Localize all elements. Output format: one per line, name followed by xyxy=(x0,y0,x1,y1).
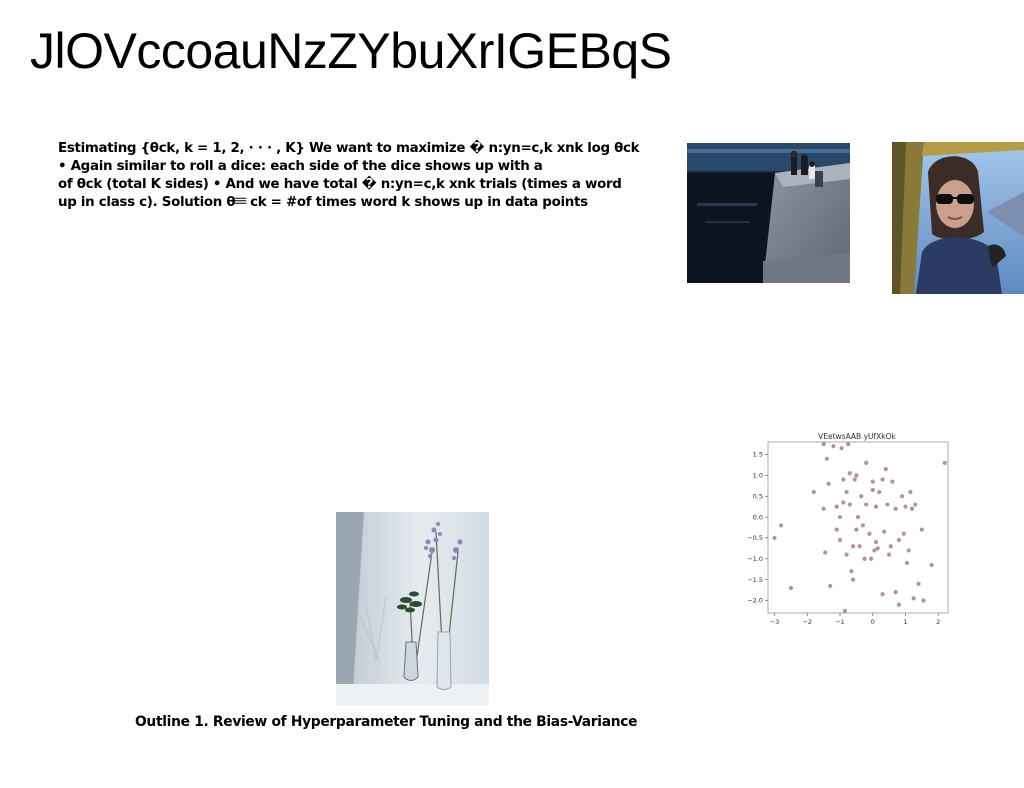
scatter-point xyxy=(870,479,875,484)
x-tick-label: −2 xyxy=(802,618,812,626)
scatter-point xyxy=(821,506,826,511)
scatter-point xyxy=(911,596,916,601)
scatter-point xyxy=(859,494,864,499)
y-tick-label: 1.5 xyxy=(753,451,763,459)
x-tick-label: 2 xyxy=(936,618,940,626)
car-window-photo xyxy=(892,142,1024,294)
scatter-point xyxy=(901,531,906,536)
scatter-point xyxy=(870,487,875,493)
body-line: • Again similar to roll a dice: each sid… xyxy=(58,159,543,174)
scatter-point xyxy=(873,504,879,509)
scatter-point xyxy=(868,556,874,561)
chart-title: VEetwsAAB yUfXkOk xyxy=(818,432,896,441)
scatter-point xyxy=(886,552,892,557)
scatter-point xyxy=(888,544,893,549)
scatter-point xyxy=(844,552,849,557)
y-tick-label: −0.5 xyxy=(747,534,763,542)
scatter-point xyxy=(862,556,867,561)
y-tick-label: 1.0 xyxy=(753,472,763,480)
x-tick-label: −3 xyxy=(770,618,780,626)
y-tick-label: −2.0 xyxy=(747,597,763,605)
scatter-point xyxy=(904,560,910,566)
scatter-point xyxy=(867,531,872,536)
slide-title: JlOVccoauNzZYbuXrIGEBqS xyxy=(30,23,672,79)
scatter-point xyxy=(854,527,859,532)
scatter-point xyxy=(916,581,921,586)
y-tick-label: 0.0 xyxy=(753,513,763,521)
flower-vase-photo xyxy=(336,512,489,706)
scatter-point xyxy=(942,460,947,465)
scatter-point xyxy=(880,592,885,597)
scatter-point xyxy=(839,446,844,451)
scatter-point xyxy=(921,598,926,603)
scatter-point xyxy=(885,502,890,507)
scatter-point xyxy=(847,471,852,476)
body-line: Estimating {θck, k = 1, 2, · · · , K} We… xyxy=(58,141,640,156)
scatter-point xyxy=(864,460,869,465)
scatter-point xyxy=(903,504,908,509)
scatter-point xyxy=(778,523,784,528)
plot-frame xyxy=(767,441,949,614)
scatter-point xyxy=(913,502,918,507)
scatter-point xyxy=(850,577,856,582)
scatter-point xyxy=(844,489,849,495)
scatter-point xyxy=(896,602,902,607)
y-tick-label: 0.5 xyxy=(753,492,763,500)
scatter-point xyxy=(834,504,839,509)
scatter-point xyxy=(872,548,877,553)
scatter-point xyxy=(908,489,913,495)
body-line: of θck (total K sides) • And we have tot… xyxy=(58,177,622,192)
scatter-point xyxy=(837,514,843,520)
scatter-point xyxy=(880,477,885,482)
scatter-point xyxy=(873,539,879,545)
scatter-point xyxy=(850,544,856,549)
scatter-point xyxy=(847,502,852,507)
scatter-point xyxy=(854,473,859,478)
scatter-point xyxy=(826,481,831,486)
scatter-point xyxy=(821,441,826,447)
scatter-point xyxy=(919,527,924,532)
scatter-point xyxy=(893,506,898,511)
x-tick-label: 0 xyxy=(871,618,875,626)
scatter-point xyxy=(909,506,915,511)
scatter-point xyxy=(855,514,861,520)
slide-caption: Outline 1. Review of Hyperparameter Tuni… xyxy=(135,714,638,730)
scatter-point xyxy=(841,500,846,505)
scatter-point xyxy=(857,544,862,549)
scatter-point xyxy=(823,550,828,555)
scatter-chart: VEetwsAAB yUfXkOk −3 −2 −1 0 1 2 1.5 1.0 0.5 0.0 −… xyxy=(740,428,960,628)
scatter-point xyxy=(824,456,830,461)
scatter-point xyxy=(831,444,836,449)
x-tick-label: 1 xyxy=(903,618,907,626)
y-tick-label: −1.0 xyxy=(747,555,763,563)
scatter-point xyxy=(890,479,895,484)
scatter-point xyxy=(842,608,848,614)
scatter-point xyxy=(811,489,816,495)
scatter-point xyxy=(906,548,911,553)
scatter-point xyxy=(846,441,851,447)
scatter-point xyxy=(849,569,854,574)
y-tick-label: −1.5 xyxy=(747,576,763,584)
scatter-point xyxy=(900,494,905,499)
scatter-point xyxy=(841,477,846,482)
scatter-point xyxy=(875,546,880,551)
scatter-point xyxy=(929,562,934,568)
scatter-point xyxy=(852,477,857,482)
scatter-point xyxy=(883,467,888,472)
scatter-point xyxy=(896,537,902,543)
scatter-point xyxy=(772,535,777,541)
scatter-point xyxy=(828,583,833,588)
scatter-point xyxy=(864,502,869,507)
x-tick-label: −1 xyxy=(835,618,845,626)
scatter-point xyxy=(882,529,887,534)
body-line: up in class c). Solution θ𝄘 ck = #of tim… xyxy=(58,195,588,210)
scatter-point xyxy=(788,585,794,591)
slide-body-text: Estimating {θck, k = 1, 2, · · · , K} We… xyxy=(58,140,683,212)
scatter-point xyxy=(877,489,882,495)
scatter-point xyxy=(860,523,866,528)
scatter-point xyxy=(893,590,898,595)
waterfront-photo xyxy=(687,143,850,283)
scatter-point xyxy=(837,537,843,543)
scatter-point xyxy=(834,527,839,532)
